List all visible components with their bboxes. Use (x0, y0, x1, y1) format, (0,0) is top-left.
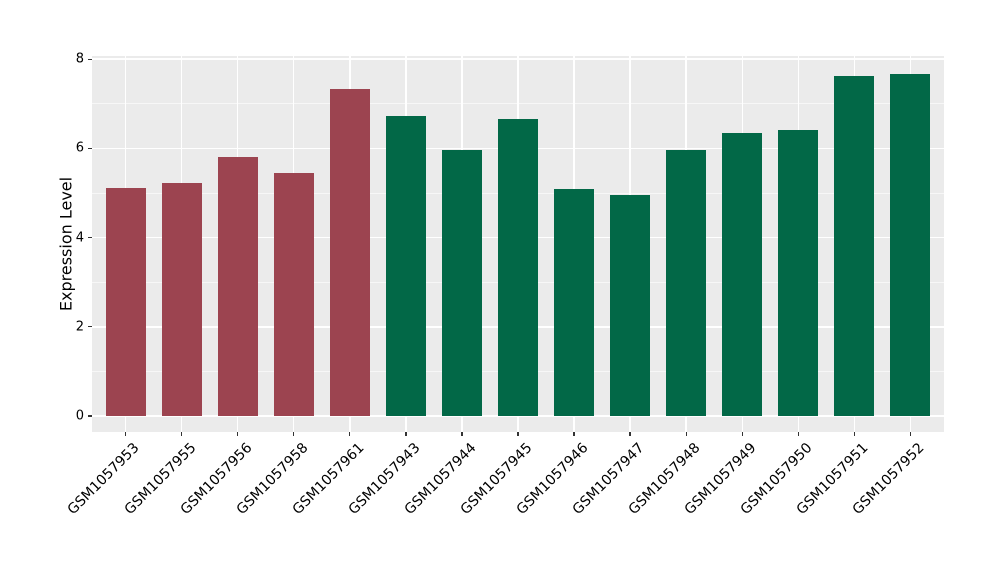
bar-GSM1057958 (273, 173, 314, 416)
x-tick-mark (293, 432, 295, 436)
bar-GSM1057944 (441, 149, 482, 416)
y-tick-mark (87, 236, 92, 239)
x-tick-mark (405, 432, 407, 436)
x-tick-mark (909, 432, 911, 436)
x-tick-mark (573, 432, 575, 436)
bar-GSM1057951 (834, 76, 875, 416)
y-tick-mark (87, 326, 92, 328)
y-tick-mark (87, 147, 92, 150)
x-tick-mark (237, 432, 239, 436)
bar-GSM1057946 (554, 189, 595, 416)
x-tick-mark (741, 432, 743, 436)
x-tick-mark (517, 432, 519, 436)
plot-panel (92, 56, 944, 432)
x-tick-mark (124, 432, 127, 436)
y-tick-mark (87, 415, 92, 417)
x-tick-mark (181, 432, 183, 436)
bar-GSM1057943 (385, 116, 426, 416)
x-tick-mark (629, 432, 631, 436)
bar-GSM1057947 (610, 195, 651, 416)
x-tick-mark (461, 432, 463, 436)
y-tick-label: 2 (75, 319, 84, 335)
bar-GSM1057956 (217, 157, 258, 416)
y-axis-title: Expression Level (56, 176, 76, 312)
y-tick-label: 4 (75, 230, 84, 246)
x-tick-mark (685, 432, 687, 436)
bar-GSM1057955 (161, 183, 202, 416)
y-tick-label: 0 (75, 408, 84, 424)
bar-GSM1057953 (105, 187, 146, 416)
y-tick-mark (87, 58, 92, 60)
bar-GSM1057952 (890, 73, 931, 416)
x-tick-mark (797, 432, 799, 436)
bar-GSM1057950 (778, 130, 819, 416)
y-tick-label: 8 (75, 51, 84, 67)
y-tick-label: 6 (75, 140, 84, 156)
x-tick-mark (349, 432, 351, 436)
bar-GSM1057948 (666, 149, 707, 416)
bar-GSM1057945 (498, 119, 538, 416)
x-tick-mark (853, 432, 855, 436)
bar-GSM1057949 (722, 133, 763, 416)
bar-GSM1057961 (329, 89, 370, 416)
